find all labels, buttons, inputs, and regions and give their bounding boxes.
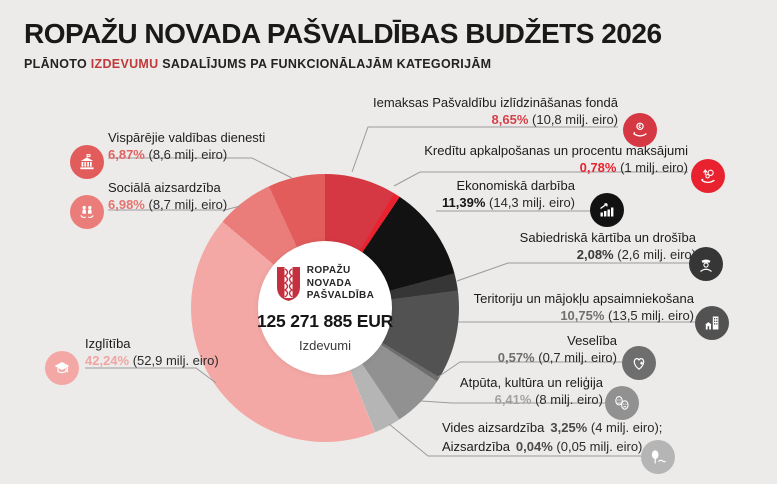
subtitle-post: SADALĪJUMS PA FUNKCIONĀLAJĀM KATEGORIJĀM	[158, 57, 492, 71]
donut-center: ROPAŽU NOVADA PAŠVALDĪBA 125 271 885 EUR…	[256, 241, 394, 375]
coat-of-arms-icon	[276, 267, 300, 301]
page-title: ROPAŽU NOVADA PAŠVALDĪBAS BUDŽETS 2026	[24, 18, 662, 49]
callout-label: Aizsardzība	[442, 439, 510, 454]
callout-housing: Teritoriju un mājokļu apsaimniekošana 10…	[474, 290, 694, 324]
bar-chart-icon	[590, 193, 624, 227]
callout-label: Teritoriju un mājokļu apsaimniekošana	[473, 291, 694, 306]
callout-pct: 11,39%	[442, 195, 486, 210]
buildings-icon	[695, 306, 729, 340]
callout-pct: 8,65%	[491, 112, 529, 127]
page-subtitle: PLĀNOTO IZDEVUMU SADALĪJUMS PA FUNKCIONĀ…	[24, 57, 662, 71]
callout-social-protection: Sociālā aizsardzība 6,98% (8,7 milj. eir…	[108, 179, 227, 213]
police-officer-icon	[689, 247, 723, 281]
org-line1: ROPAŽU	[306, 265, 351, 277]
hand-coins-growth-icon	[691, 159, 725, 193]
callout-label: Atpūta, kultūra un reliģija	[459, 375, 603, 390]
callout-pct: 6,98%	[108, 197, 145, 212]
callout-value: (1 milj. eiro)	[620, 160, 688, 175]
callout-pct: 6,87%	[108, 147, 145, 162]
subtitle-pre: PLĀNOTO	[24, 57, 91, 71]
callout-value: (52,9 milj. eiro)	[132, 353, 219, 368]
callout-value: (8,6 milj. eiro)	[148, 147, 228, 162]
callout-environment-defense: Vides aizsardzība 3,25% (4 milj. eiro); A…	[442, 418, 662, 456]
callout-credit-payments: Kredītu apkalpošanas un procentu maksāju…	[424, 142, 688, 176]
callout-label: Ekonomiskā darbība	[456, 178, 575, 193]
callout-education: Izglītība 42,24% (52,9 milj. eiro)	[85, 335, 219, 369]
callout-label: Vides aizsardzība	[442, 420, 545, 435]
header: ROPAŽU NOVADA PAŠVALDĪBAS BUDŽETS 2026 P…	[24, 18, 662, 71]
callout-label: Vispārējie valdības dienesti	[108, 130, 266, 145]
subtitle-highlight: IZDEVUMU	[90, 57, 159, 71]
callout-value: (0,05 milj. eiro)	[556, 439, 643, 454]
callout-general-government: Vispārējie valdības dienesti 6,87% (8,6 …	[108, 129, 265, 163]
callout-pct: 42,24%	[85, 353, 130, 368]
callout-pct: 0,78%	[579, 160, 617, 175]
callout-pct: 6,41%	[494, 392, 532, 407]
org-name: ROPAŽU NOVADA PAŠVALDĪBA	[307, 265, 375, 303]
callout-value: (0,7 milj. eiro)	[538, 350, 617, 365]
org-identity: ROPAŽU NOVADA PAŠVALDĪBA	[276, 265, 375, 303]
callout-pct: 0,04%	[515, 439, 553, 454]
callout-equalization-fund: Iemaksas Pašvaldību izlīdzināšanas fondā…	[373, 94, 618, 128]
heart-health-icon	[622, 346, 656, 380]
callout-pct: 3,25%	[550, 420, 588, 435]
government-building-icon	[70, 145, 104, 179]
org-line2: NOVADA	[306, 277, 352, 289]
social-care-icon	[70, 195, 104, 229]
nature-icon	[641, 440, 675, 474]
callout-label: Iemaksas Pašvaldību izlīdzināšanas fondā	[373, 95, 618, 110]
callout-label: Sabiedriskā kārtība un drošība	[519, 230, 696, 245]
graduation-cap-icon	[45, 351, 79, 385]
callout-pct: 2,08%	[576, 247, 614, 262]
budget-total-label: Izdevumi	[298, 337, 352, 353]
callout-value: (13,5 milj. eiro)	[608, 308, 694, 323]
callout-value: (8,7 milj. eiro)	[148, 197, 228, 212]
callout-label: Sociālā aizsardzība	[108, 180, 221, 195]
callout-value: (14,3 milj. eiro)	[489, 195, 575, 210]
budget-total: 125 271 885 EUR	[256, 310, 394, 331]
callout-value: (8 milj. eiro)	[535, 392, 603, 407]
callout-value: (2,6 milj. eiro)	[617, 247, 696, 262]
callout-public-order: Sabiedriskā kārtība un drošība 2,08% (2,…	[520, 229, 696, 263]
org-line3: PAŠVALDĪBA	[306, 290, 375, 302]
callout-culture: Atpūta, kultūra un reliģija 6,41% (8 mil…	[460, 374, 603, 408]
callout-pct: 0,57%	[497, 350, 535, 365]
theater-masks-icon	[605, 386, 639, 420]
callout-pct: 10,75%	[560, 308, 605, 323]
callout-value: (10,8 milj. eiro)	[532, 112, 618, 127]
callout-label: Veselība	[567, 333, 617, 348]
callout-value: (4 milj. eiro);	[590, 420, 663, 435]
hand-coin-icon	[623, 113, 657, 147]
callout-label: Izglītība	[85, 336, 131, 351]
callout-economy: Ekonomiskā darbība 11,39% (14,3 milj. ei…	[442, 177, 575, 211]
callout-health: Veselība 0,57% (0,7 milj. eiro)	[498, 332, 617, 366]
